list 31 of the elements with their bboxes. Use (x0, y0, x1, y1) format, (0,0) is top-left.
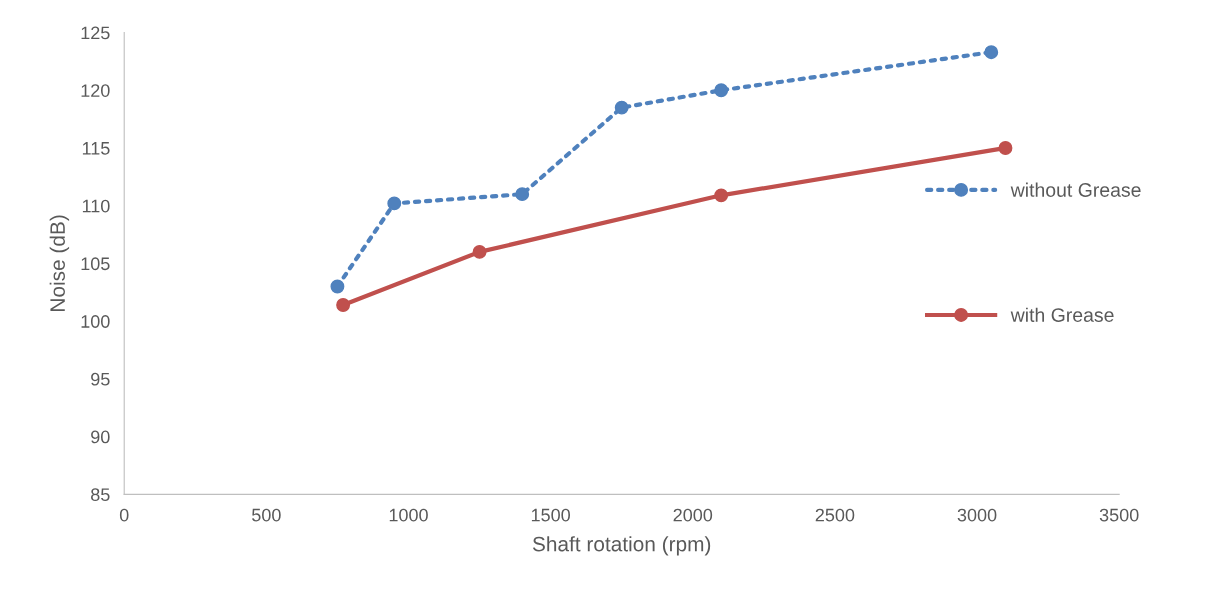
legend-label: without Grease (1010, 182, 1141, 197)
point (472, 244, 487, 259)
y-axis-title: Noise (dB) (49, 215, 70, 311)
y-tick-label: 120 (81, 84, 110, 97)
point (714, 83, 729, 98)
x-tick-label: 3500 (1099, 508, 1139, 522)
y-tick-label: 105 (81, 257, 110, 271)
point (336, 298, 351, 312)
y-tick-label: 90 (91, 430, 110, 444)
y-tick-label: 100 (81, 315, 110, 328)
y-tick-label: 110 (82, 199, 110, 213)
x-tick-label: 1500 (531, 508, 570, 522)
point (515, 187, 530, 202)
point (998, 141, 1013, 155)
x-tick-label: 0 (119, 508, 129, 522)
x-tick-label: 500 (252, 508, 281, 522)
x-axis-title: Shaft rotation (rpm) (532, 536, 711, 556)
y-tick-label: 95 (91, 372, 110, 386)
point (330, 279, 345, 294)
x-tick-label: 2000 (673, 508, 713, 522)
point (714, 188, 729, 203)
point (614, 100, 629, 115)
x-tick-label: 2500 (815, 508, 855, 522)
legend-label: with Grease (1010, 307, 1114, 322)
y-tick-label: 125 (81, 26, 110, 40)
x-tick-label: 3000 (957, 508, 997, 522)
point (387, 196, 402, 211)
y-tick-label: 115 (82, 142, 110, 155)
y-tick-label: 85 (91, 488, 110, 502)
x-tick-label: 1000 (389, 508, 428, 522)
point (984, 45, 999, 60)
